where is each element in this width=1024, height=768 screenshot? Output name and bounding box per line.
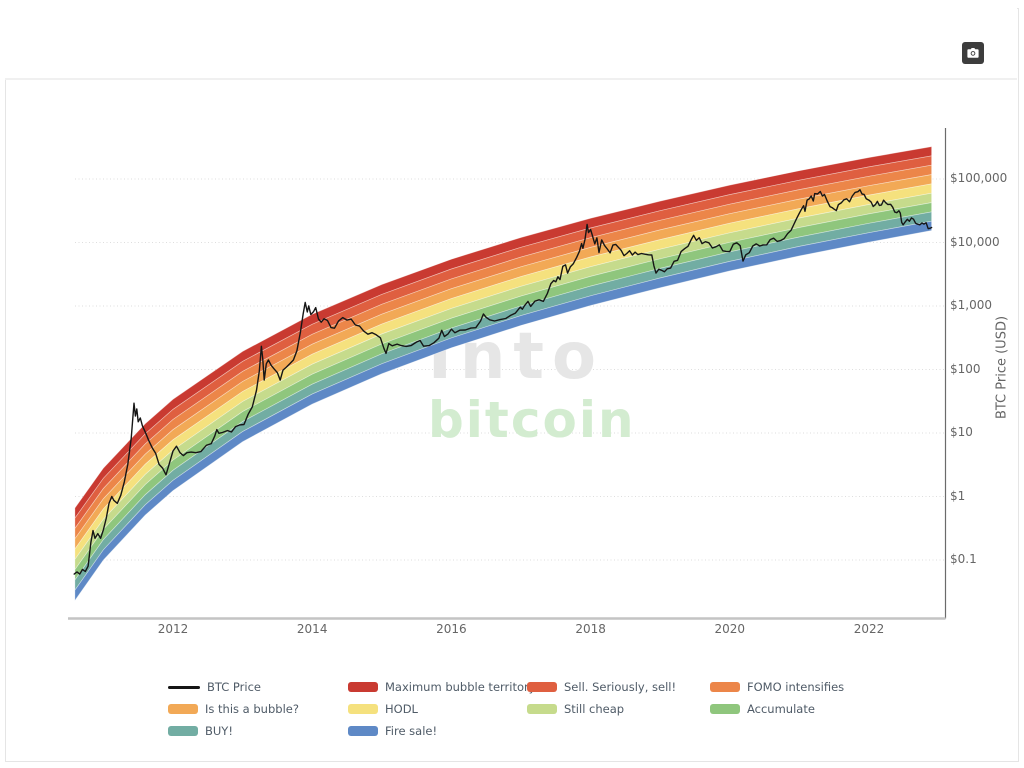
legend-item-btc-price[interactable]: BTC Price [168, 680, 348, 694]
y-tick-label: $0.1 [950, 552, 977, 566]
x-tick-label: 2014 [296, 622, 328, 636]
legend: BTC Price Maximum bubble territory Sell. S… [168, 676, 900, 742]
legend-item-label: FOMO intensifies [747, 680, 845, 694]
legend-item-label: Is this a bubble? [205, 702, 299, 716]
legend-item-label: Fire sale! [385, 724, 438, 738]
legend-item-label: HODL [385, 702, 418, 716]
legend-item-label: BUY! [205, 724, 233, 738]
legend-item-fomo-intensifies[interactable]: FOMO intensifies [710, 680, 900, 694]
legend-color-swatch [348, 704, 378, 714]
y-tick-label: $1,000 [950, 298, 992, 312]
legend-item-fire-sale[interactable]: Fire sale! [348, 724, 527, 738]
y-tick-label: $10,000 [950, 234, 1000, 249]
legend-color-swatch [527, 682, 557, 692]
y-tick-label: $10 [950, 425, 973, 439]
legend-item-accumulate[interactable]: Accumulate [710, 702, 900, 716]
legend-item-buy[interactable]: BUY! [168, 724, 348, 738]
y-tick-label: $1 [950, 488, 966, 503]
watermark-text-line2: bitcoin [428, 391, 636, 449]
x-tick-label: 2020 [714, 622, 746, 636]
legend-item-maximum-bubble-territory[interactable]: Maximum bubble territory [348, 680, 536, 694]
x-tick-label: 2012 [157, 622, 189, 636]
legend-color-swatch [168, 726, 198, 736]
legend-item-is-this-a-bubble[interactable]: Is this a bubble? [168, 702, 348, 716]
y-tick-label: $100,000 [950, 171, 1008, 185]
legend-color-swatch [168, 704, 198, 714]
legend-item-label: Sell. Seriously, sell! [564, 680, 677, 694]
legend-color-swatch [348, 682, 378, 692]
legend-item-still-cheap[interactable]: Still cheap [527, 702, 710, 716]
y-tick-label: $100 [950, 361, 981, 376]
legend-color-swatch [710, 682, 740, 692]
legend-item-label: Maximum bubble territory [385, 680, 536, 694]
legend-color-swatch [527, 704, 557, 714]
rainbow-band-8 [74, 220, 932, 602]
x-tick-label: 2022 [853, 622, 885, 636]
camera-icon [967, 48, 979, 58]
legend-line-swatch [168, 685, 200, 689]
legend-item-hodl[interactable]: HODL [348, 702, 527, 716]
legend-color-swatch [710, 704, 740, 714]
btc-price-line [73, 189, 933, 575]
y-axis-title: BTC Price (USD) [994, 315, 1010, 420]
download-plot-button[interactable] [962, 42, 984, 64]
x-tick-label: 2016 [436, 622, 467, 636]
legend-item-label: Accumulate [747, 702, 815, 716]
legend-item-sell-seriously-sell[interactable]: Sell. Seriously, sell! [527, 680, 710, 694]
legend-item-label: BTC Price [207, 680, 261, 694]
toolbar [5, 8, 1017, 80]
legend-color-swatch [348, 726, 378, 736]
legend-item-label: Still cheap [564, 702, 625, 716]
x-tick-label: 2018 [575, 622, 606, 636]
chart-card [5, 8, 1019, 762]
